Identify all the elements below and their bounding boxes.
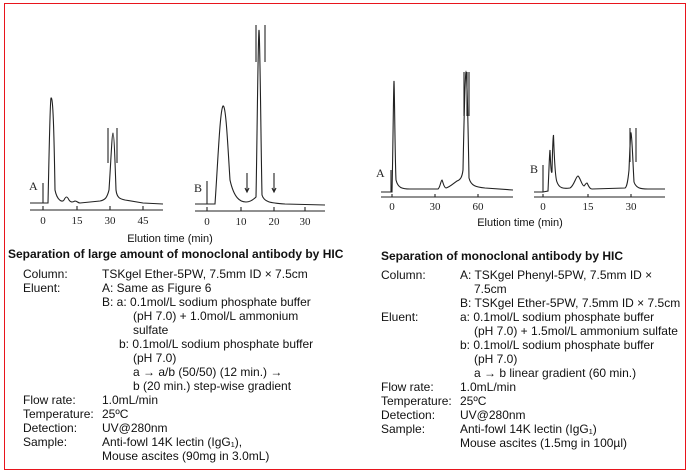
condition-label: Sample: bbox=[23, 435, 68, 449]
tick-label: 0 bbox=[204, 216, 210, 228]
condition-value: Anti-fowl 14K lectin (IgG₁), bbox=[102, 435, 243, 449]
condition-label: Sample: bbox=[381, 422, 426, 436]
tick-label: 0 bbox=[40, 215, 46, 227]
condition-value: sulfate bbox=[133, 323, 169, 337]
condition-value: 25ºC bbox=[102, 407, 129, 421]
condition-value: B: TSKgel Ether-5PW, 7.5mm ID × 7.5cm bbox=[460, 296, 681, 310]
tick-label: 0 bbox=[540, 201, 546, 213]
condition-value: (pH 7.0) + 1.0mol/L ammonium bbox=[133, 309, 299, 323]
condition-value: (pH 7.0) bbox=[474, 352, 518, 366]
condition-label: Temperature: bbox=[23, 407, 94, 421]
condition-value: Anti-fowl 14K lectin (IgG₁) bbox=[460, 422, 597, 436]
panel-label: A bbox=[29, 179, 38, 193]
tick-label: 30 bbox=[105, 215, 117, 227]
condition-value: 7.5cm bbox=[474, 282, 507, 296]
condition-value: a → a/b (50/50) (12 min.) → bbox=[133, 365, 283, 379]
condition-value: (pH 7.0) + 1.5mol/L ammonium sulfate bbox=[474, 324, 678, 338]
tick-label: 30 bbox=[300, 216, 312, 228]
panel-label: A bbox=[376, 166, 385, 180]
tick-label: 30 bbox=[626, 201, 638, 213]
figure-frame bbox=[4, 3, 686, 470]
x-axis-label: Elution time (min) bbox=[477, 217, 563, 229]
condition-label: Column: bbox=[23, 267, 68, 281]
tick-label: 20 bbox=[269, 216, 281, 228]
condition-value: UV@280nm bbox=[460, 408, 526, 422]
trace bbox=[195, 29, 326, 206]
condition-value: UV@280nm bbox=[102, 421, 168, 435]
arrow-icon bbox=[271, 173, 277, 194]
condition-value: b (20 min.) step-wise gradient bbox=[133, 379, 292, 393]
left-caption-title: Separation of large amount of monoclonal… bbox=[8, 247, 344, 261]
right-caption-title: Separation of monoclonal antibody by HIC bbox=[381, 249, 624, 263]
condition-label: Eluent: bbox=[23, 281, 61, 295]
trace bbox=[30, 97, 164, 205]
condition-value: 25ºC bbox=[460, 394, 487, 408]
condition-value: a: 0.1mol/L sodium phosphate buffer bbox=[460, 310, 655, 324]
chromatogram-left-b: B 0 10 20 30 bbox=[194, 25, 326, 228]
tick-label: 30 bbox=[430, 201, 442, 213]
condition-label: Flow rate: bbox=[381, 380, 434, 394]
chromatogram-right-a: A 0 30 60 bbox=[376, 70, 514, 213]
chromatogram-right-b: B 0 15 30 bbox=[530, 128, 665, 213]
tick-label: 10 bbox=[236, 216, 248, 228]
condition-label: Flow rate: bbox=[23, 393, 76, 407]
condition-value: a → b linear gradient (60 min.) bbox=[474, 366, 637, 380]
condition-label: Detection: bbox=[23, 421, 78, 435]
condition-label: Column: bbox=[381, 268, 426, 282]
arrow-icon bbox=[244, 173, 250, 194]
panel-label: B bbox=[530, 162, 538, 176]
tick-label: 60 bbox=[473, 201, 485, 213]
condition-label: Eluent: bbox=[381, 310, 419, 324]
tick-label: 15 bbox=[72, 215, 84, 227]
condition-label: Detection: bbox=[381, 408, 436, 422]
condition-value: b: 0.1mol/L sodium phosphate buffer bbox=[460, 338, 655, 352]
condition-value: 1.0mL/min bbox=[460, 380, 517, 394]
x-axis-label: Elution time (min) bbox=[127, 233, 213, 245]
condition-value: b: 0.1mol/L sodium phosphate buffer bbox=[119, 337, 314, 351]
tick-label: 45 bbox=[138, 215, 150, 227]
chromatogram-left-a: A 0 15 30 45 bbox=[29, 97, 164, 227]
panel-label: B bbox=[194, 181, 202, 195]
trace bbox=[534, 131, 665, 193]
tick-label: 0 bbox=[389, 201, 395, 213]
tick-label: 15 bbox=[583, 201, 595, 213]
condition-value: TSKgel Ether-5PW, 7.5mm ID × 7.5cm bbox=[102, 267, 308, 281]
condition-value: 1.0mL/min bbox=[102, 393, 159, 407]
condition-value: Mouse ascites (1.5mg in 100µl) bbox=[460, 436, 627, 450]
condition-label: Temperature: bbox=[381, 394, 452, 408]
condition-value: Mouse ascites (90mg in 3.0mL) bbox=[102, 449, 270, 463]
condition-value: (pH 7.0) bbox=[133, 351, 177, 365]
condition-value: A: Same as Figure 6 bbox=[102, 281, 212, 295]
condition-value: A: TSKgel Phenyl-5PW, 7.5mm ID × bbox=[460, 268, 653, 282]
condition-value: B: a: 0.1mol/L sodium phosphate buffer bbox=[102, 295, 311, 309]
